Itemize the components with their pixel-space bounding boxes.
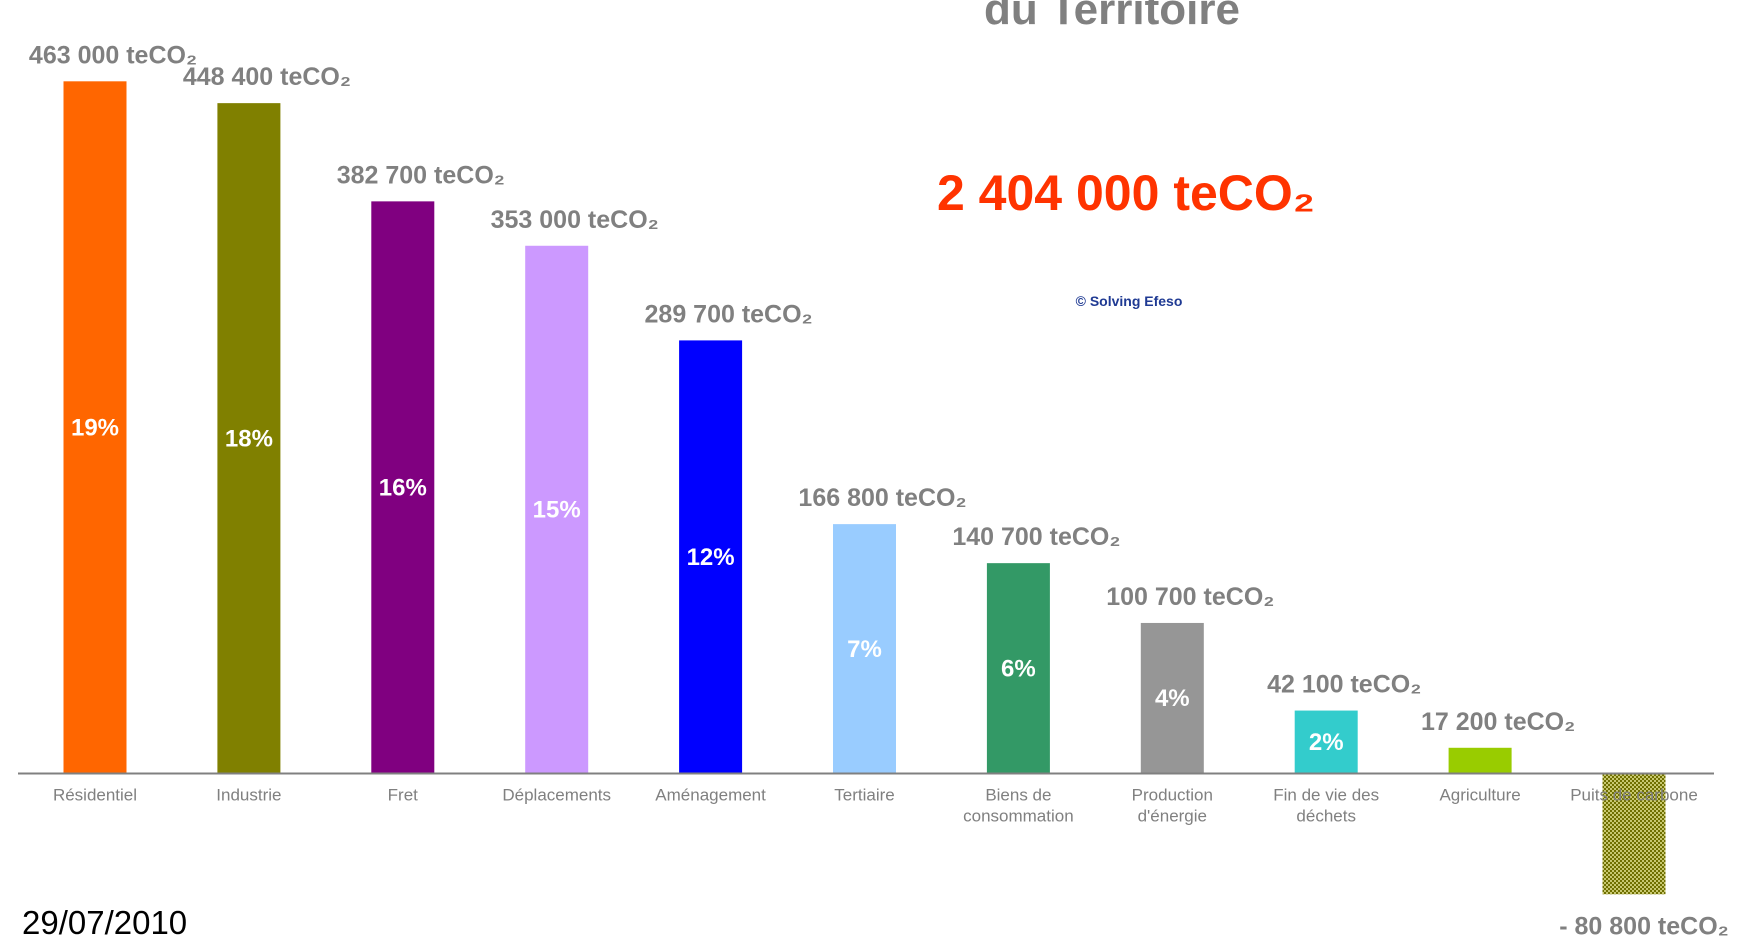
percentage-label: 2% (1309, 729, 1344, 756)
value-label: 382 700 teCO₂ (337, 161, 505, 189)
value-label: 463 000 teCO₂ (29, 41, 197, 69)
value-label: 100 700 teCO₂ (1106, 583, 1274, 611)
value-label: 289 700 teCO₂ (645, 300, 813, 328)
category-label: Production d'énergie (1132, 786, 1213, 826)
bar (1602, 773, 1666, 895)
percentage-label: 18% (225, 425, 273, 452)
category-label: Agriculture (1439, 786, 1520, 805)
bar (371, 201, 435, 774)
bar (986, 563, 1050, 774)
category-label: Industrie (216, 786, 281, 805)
total-label: 2 404 000 teCO₂ (937, 165, 1315, 221)
value-label: 140 700 teCO₂ (952, 523, 1120, 551)
value-label: 42 100 teCO₂ (1267, 671, 1421, 699)
percentage-label: 4% (1155, 685, 1190, 712)
category-label: Fret (388, 786, 419, 805)
bar (833, 524, 896, 774)
percentage-label: 6% (1001, 655, 1036, 682)
percentage-label: 19% (71, 414, 119, 441)
category-label: Fin de vie des déchets (1273, 786, 1379, 826)
bar (679, 340, 743, 774)
bar (1294, 710, 1358, 774)
value-label: 353 000 teCO₂ (491, 206, 659, 234)
percentage-label: 16% (379, 474, 427, 501)
percentage-label: 7% (847, 636, 882, 663)
chart-title: du Territoire (984, 0, 1240, 34)
category-label: Puits de carbone (1570, 786, 1698, 805)
category-label: Tertiaire (834, 786, 894, 805)
category-label: Biens de consommation (963, 786, 1074, 826)
date: 29/07/2010 (22, 904, 187, 941)
bar (217, 103, 281, 774)
category-label: Résidentiel (53, 786, 137, 805)
value-label: 17 200 teCO₂ (1421, 708, 1575, 736)
category-label: Déplacements (502, 786, 611, 805)
value-label: - 80 800 teCO₂ (1559, 912, 1729, 940)
value-label: 448 400 teCO₂ (183, 63, 351, 91)
percentage-label: 15% (533, 497, 581, 524)
percentage-label: 12% (687, 544, 735, 571)
bar (1448, 747, 1512, 774)
bar (1140, 622, 1204, 774)
bar (525, 245, 589, 774)
value-label: 166 800 teCO₂ (798, 484, 966, 512)
category-label: Aménagement (655, 786, 766, 805)
bar (63, 81, 127, 774)
copyright: © Solving Efeso (1076, 293, 1183, 309)
